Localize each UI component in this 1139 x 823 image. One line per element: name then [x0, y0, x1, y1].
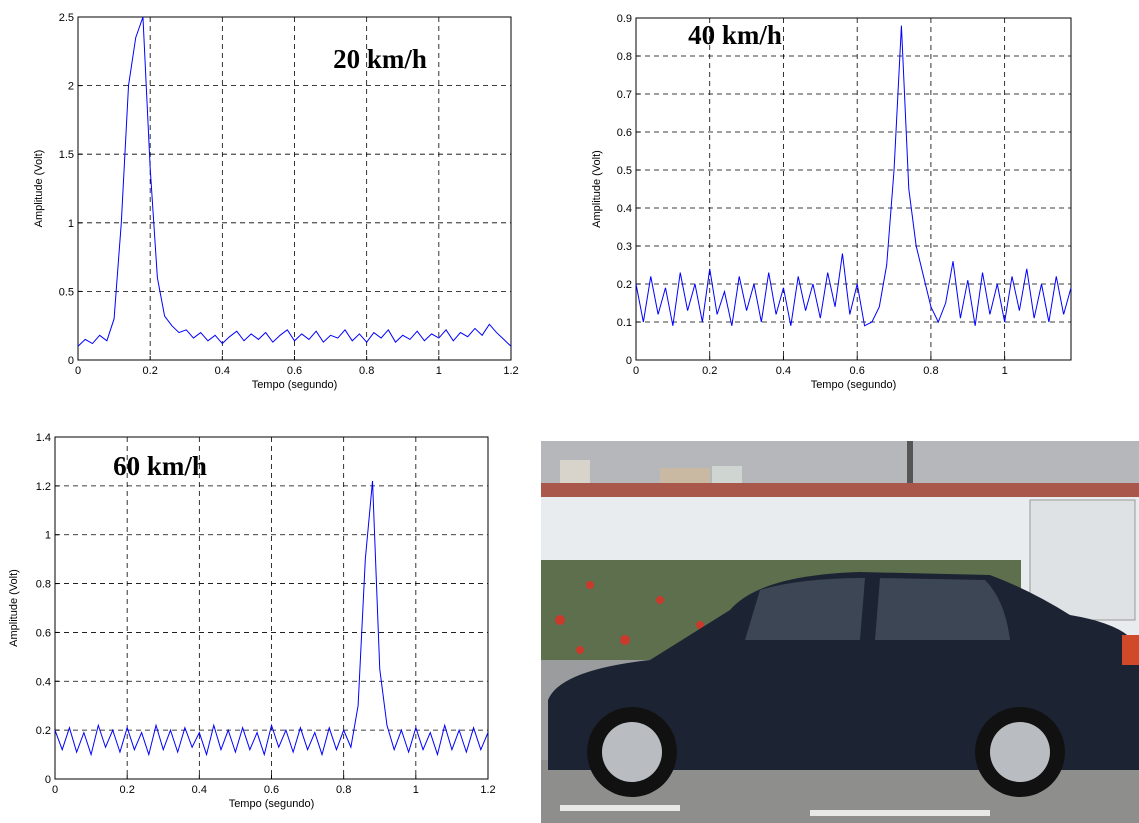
x-axis-label: Tempo (segundo): [252, 379, 338, 391]
y-tick-label: 0.8: [617, 51, 632, 63]
x-tick-label: 0.8: [359, 365, 374, 377]
x-tick-label: 1: [1002, 365, 1008, 377]
x-tick-label: 0.4: [776, 365, 791, 377]
x-tick-label: 0.8: [336, 784, 351, 796]
x-tick-label: 1.2: [503, 365, 518, 377]
y-tick-label: 2.5: [59, 12, 74, 24]
plot-frame: [77, 16, 512, 361]
x-tick-label: 0: [52, 784, 58, 796]
y-tick-label: 1.2: [36, 481, 51, 493]
x-tick-label: 0: [75, 365, 81, 377]
y-tick-label: 1.4: [36, 432, 51, 444]
y-axis-label: Amplitude (Volt): [591, 150, 603, 228]
y-tick-label: 0.3: [617, 241, 632, 253]
plot-frame: [54, 436, 489, 780]
y-axis-label: Amplitude (Volt): [33, 150, 45, 228]
y-tick-label: 0.2: [36, 725, 51, 737]
y-tick-label: 0: [626, 355, 632, 367]
signal-line: [54, 480, 489, 757]
y-tick-label: 0.7: [617, 89, 632, 101]
x-axis-label: Tempo (segundo): [229, 798, 315, 810]
y-tick-label: 1: [68, 218, 74, 230]
y-tick-label: 1: [45, 530, 51, 542]
x-tick-label: 0.4: [192, 784, 207, 796]
x-tick-label: 0.2: [143, 365, 158, 377]
x-tick-label: 1.2: [480, 784, 495, 796]
x-tick-label: 1: [413, 784, 419, 796]
x-tick-label: 1: [436, 365, 442, 377]
y-tick-label: 0: [68, 355, 74, 367]
plot-frame: [635, 17, 1072, 361]
y-tick-label: 0.1: [617, 317, 632, 329]
x-tick-label: 0.2: [702, 365, 717, 377]
y-tick-label: 0.4: [617, 203, 632, 215]
x-tick-label: 0.8: [923, 365, 938, 377]
y-tick-label: 0.2: [617, 279, 632, 291]
y-tick-label: 0.5: [59, 286, 74, 298]
y-tick-label: 2: [68, 81, 74, 93]
x-tick-label: 0.6: [850, 365, 865, 377]
y-tick-label: 0.9: [617, 13, 632, 25]
x-tick-label: 0.6: [264, 784, 279, 796]
y-tick-label: 0.8: [36, 579, 51, 591]
y-tick-label: 1.5: [59, 149, 74, 161]
x-tick-label: 0.6: [287, 365, 302, 377]
y-tick-label: 0.5: [617, 165, 632, 177]
annotation: 40 km/h: [688, 20, 782, 50]
signal-line: [635, 25, 1072, 327]
y-tick-label: 0: [45, 774, 51, 786]
x-tick-label: 0: [633, 365, 639, 377]
y-axis-label: Amplitude (Volt): [8, 569, 20, 647]
y-tick-label: 0.6: [617, 127, 632, 139]
y-tick-label: 0.6: [36, 627, 51, 639]
x-axis-label: Tempo (segundo): [811, 379, 897, 391]
x-tick-label: 0.2: [120, 784, 135, 796]
car-photo: [541, 441, 1139, 823]
x-tick-label: 0.4: [215, 365, 230, 377]
annotation: 20 km/h: [333, 44, 427, 74]
annotation: 60 km/h: [113, 451, 207, 481]
signal-line: [77, 16, 512, 347]
y-tick-label: 0.4: [36, 676, 51, 688]
